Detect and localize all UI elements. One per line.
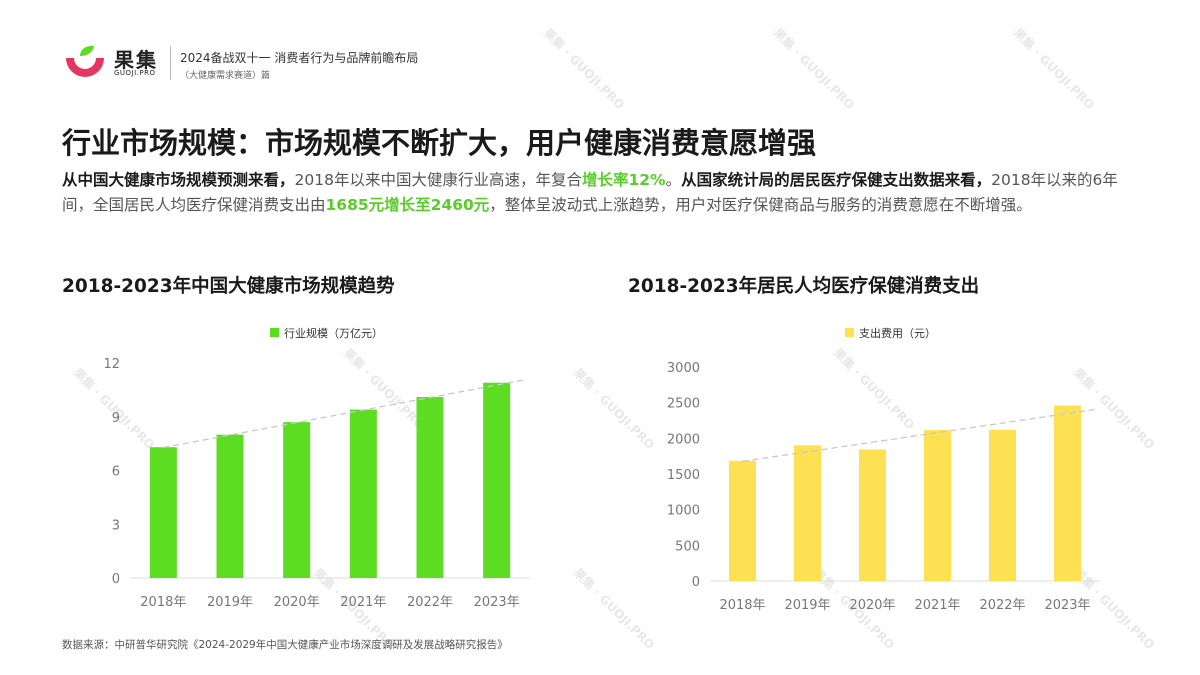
watermark: 果集 · GUOJI.PRO — [570, 565, 658, 653]
intro-text-4: ，整体呈波动式上涨趋势，用户对医疗保健商品与服务的消费意愿在不断增强。 — [489, 196, 1032, 214]
bar-6 — [1054, 405, 1081, 581]
bar-4 — [924, 430, 951, 581]
report-title: 2024备战双十一 消费者行为与品牌前瞻布局 — [180, 51, 419, 65]
trendline — [742, 408, 1096, 462]
intro-text-1: 2018年以来中国大健康行业高速，年复合 — [294, 171, 582, 189]
x-tick-label: 2023年 — [474, 595, 520, 610]
page-title: 行业市场规模：市场规模不断扩大，用户健康消费意愿增强 — [62, 126, 817, 160]
intro-lead-1: 从中国大健康市场规模预测来看， — [62, 171, 295, 189]
x-tick-label: 2022年 — [979, 598, 1025, 613]
bar-2 — [216, 434, 244, 578]
brand-logo — [66, 45, 104, 77]
legend-label: 支出费用（元） — [859, 326, 936, 340]
x-tick-label: 2021年 — [340, 595, 386, 610]
y-tick-label: 0 — [692, 575, 700, 590]
intro-text-2: 。 — [665, 171, 682, 189]
y-tick-label: 9 — [112, 411, 120, 426]
watermark: 果集 · GUOJI.PRO — [540, 25, 628, 113]
x-tick-label: 2018年 — [719, 598, 765, 613]
intro-highlight-2: 1685元增长至2460元 — [325, 196, 490, 214]
header-divider — [170, 46, 171, 80]
y-tick-label: 500 — [675, 539, 700, 554]
x-tick-label: 2022年 — [407, 595, 453, 610]
bar-6 — [483, 382, 511, 578]
report-subtitle: （大健康需求赛道）篇 — [180, 71, 271, 81]
y-tick-label: 0 — [112, 572, 120, 587]
intro-lead-2: 从国家统计局的居民医疗保健支出数据来看， — [681, 171, 992, 189]
x-tick-label: 2023年 — [1044, 598, 1090, 613]
x-tick-label: 2021年 — [914, 598, 960, 613]
y-tick-label: 2500 — [667, 397, 700, 412]
x-tick-label: 2020年 — [274, 595, 320, 610]
intro-highlight-1: 增长率12% — [581, 171, 666, 189]
y-tick-label: 2000 — [667, 432, 700, 447]
intro-paragraph: 从中国大健康市场规模预测来看，2018年以来中国大健康行业高速，年复合增长率12… — [62, 168, 1142, 218]
watermark: 果集 · GUOJI.PRO — [570, 365, 658, 453]
chart-2-title: 2018-2023年居民人均医疗保健消费支出 — [628, 276, 980, 297]
data-source-note: 数据来源：中研普华研究院《2024-2029年中国大健康产业市场深度调研及发展战… — [62, 639, 508, 651]
brand-name: 果集 — [114, 48, 158, 72]
legend-swatch — [845, 328, 854, 337]
y-tick-label: 3000 — [667, 361, 700, 376]
watermark: 果集 · GUOJI.PRO — [770, 25, 858, 113]
trendline — [163, 379, 526, 449]
bar-2 — [794, 445, 821, 581]
x-tick-label: 2020年 — [849, 598, 895, 613]
y-tick-label: 1000 — [667, 504, 700, 519]
x-tick-label: 2018年 — [140, 595, 186, 610]
legend-label: 行业规模（万亿元） — [284, 326, 383, 340]
x-tick-label: 2019年 — [784, 598, 830, 613]
x-tick-label: 2019年 — [207, 595, 253, 610]
bar-1 — [729, 460, 756, 581]
watermark: 果集 · GUOJI.PRO — [1010, 25, 1098, 113]
bar-5 — [416, 397, 444, 578]
bar-3 — [859, 449, 886, 581]
y-tick-label: 12 — [103, 357, 120, 372]
brand-domain: GUOJI.PRO — [114, 69, 156, 77]
bar-3 — [283, 422, 311, 578]
bar-4 — [349, 409, 377, 578]
y-tick-label: 6 — [112, 465, 120, 480]
y-tick-label: 3 — [112, 518, 120, 533]
intro-text-3: 2018年以来的6年间，全国居民人均医疗保健消费支出由 — [62, 171, 1118, 214]
chart-1-title: 2018-2023年中国大健康市场规模趋势 — [62, 276, 395, 297]
y-tick-label: 1500 — [667, 468, 700, 483]
bar-1 — [149, 447, 177, 578]
market-size-bar-chart: 行业规模（万亿元） 0 3 6 9 12 2018年 2019年 2020年 2021年 2022年… — [103, 326, 530, 610]
health-spending-bar-chart: 支出费用（元） 0 500 1000 1500 2000 2500 3000 2018年 2019… — [667, 326, 1100, 613]
legend-swatch — [270, 328, 279, 337]
bar-5 — [989, 429, 1016, 581]
